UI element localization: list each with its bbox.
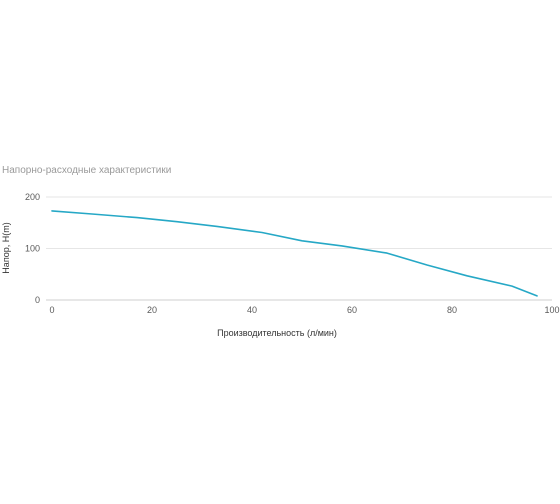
series-layer	[51, 210, 538, 297]
series-line	[51, 210, 538, 297]
x-tick-label: 0	[49, 305, 54, 315]
y-tick-label: 200	[25, 192, 40, 202]
y-tick-label: 0	[35, 295, 40, 305]
x-axis-label: Производительность (л/мин)	[217, 328, 337, 338]
x-tick-label: 40	[247, 305, 257, 315]
x-tick-label: 20	[147, 305, 157, 315]
x-axis-ticks: 0 20 40 60 80 100	[49, 305, 559, 315]
x-tick-label: 100	[544, 305, 559, 315]
x-tick-label: 80	[447, 305, 457, 315]
y-tick-label: 100	[25, 244, 40, 254]
y-axis-label: Напор, Н(m)	[1, 222, 11, 273]
chart-title: Напорно-расходные характеристики	[2, 165, 171, 176]
y-axis-ticks: 0 100 200	[25, 192, 40, 305]
x-tick-label: 60	[347, 305, 357, 315]
grid	[46, 196, 552, 301]
